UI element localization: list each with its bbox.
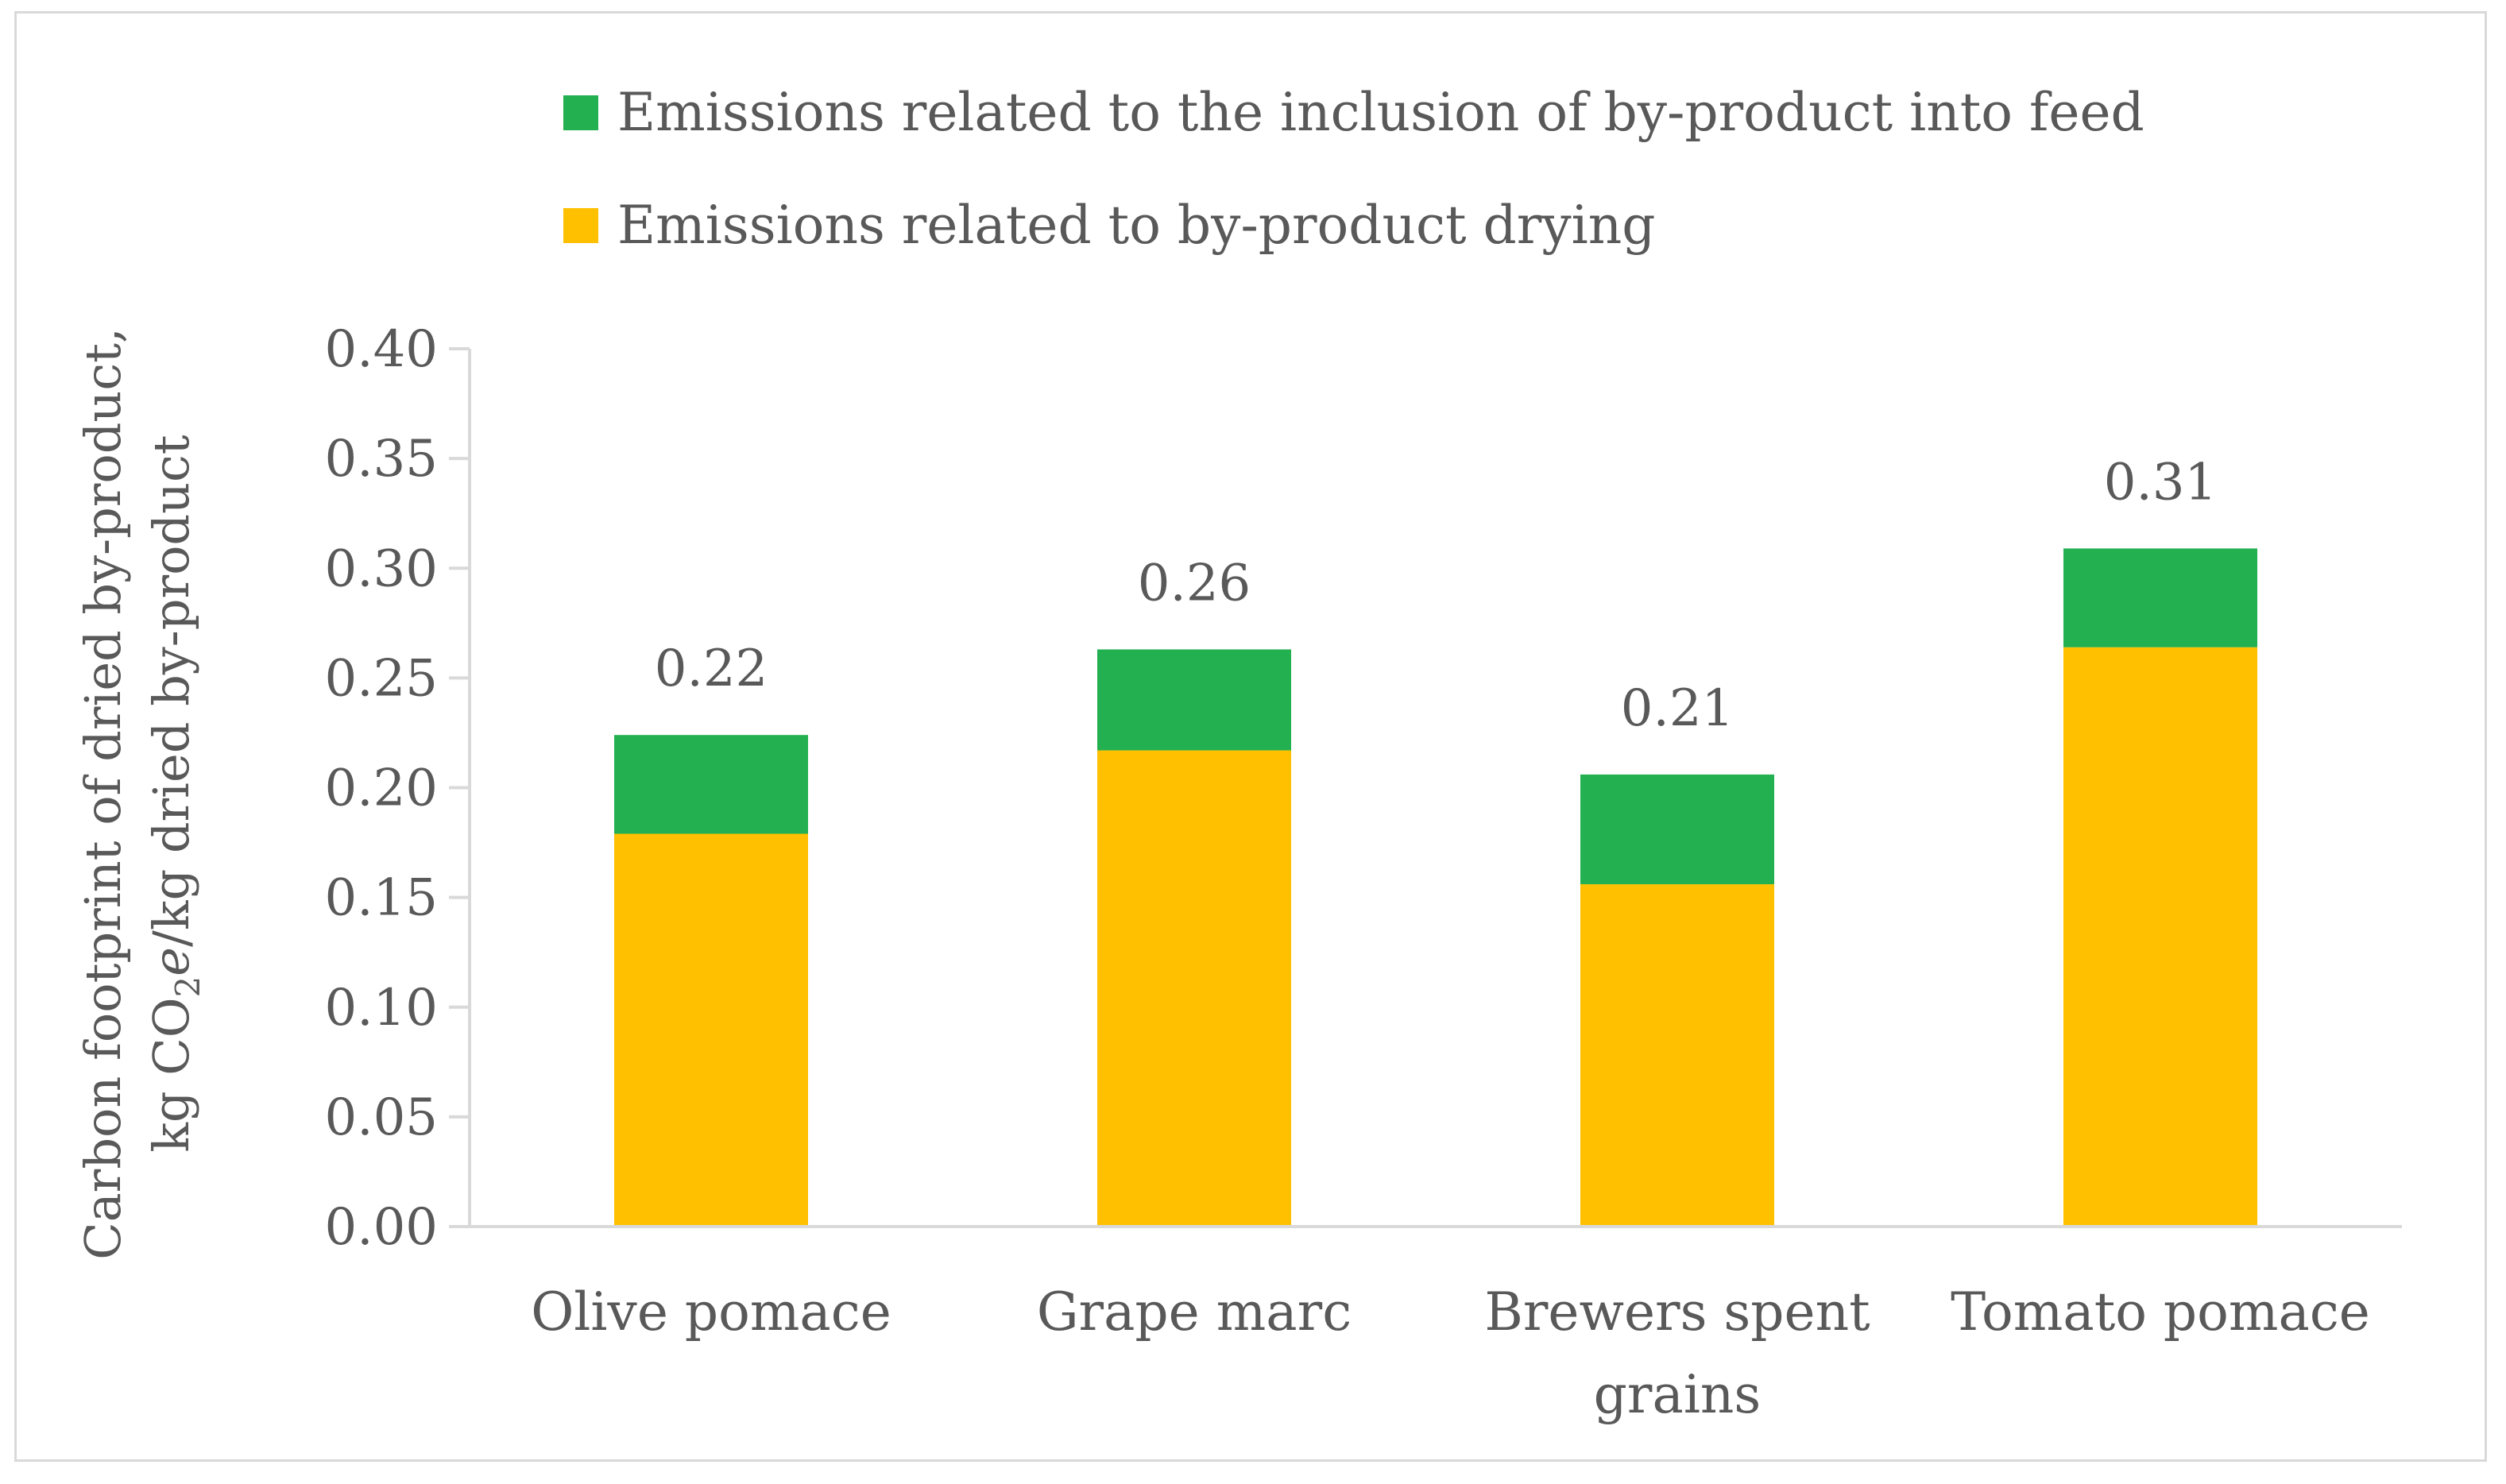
y-tick-label: 0.35: [325, 430, 439, 489]
bar-segment: [1097, 649, 1291, 751]
y-tick-label: 0.40: [325, 320, 439, 379]
bar-segment: [2063, 548, 2257, 647]
x-axis: Olive pomace Grape marc Brewers spent grain…: [449, 1225, 2402, 1425]
y-tick-label: 0.05: [325, 1088, 439, 1147]
y-axis-title-line1: Carbon footprint of dried by-product,: [74, 327, 132, 1259]
bar-segment: [614, 833, 808, 1227]
total-label: 0.21: [1621, 679, 1734, 738]
y-axis-title-line2: kg CO2e/kg dried by-product: [142, 435, 207, 1152]
x-tick-label: Olive pomace: [531, 1281, 891, 1343]
y-tick-label: 0.00: [325, 1198, 439, 1257]
chart-frame: Emissions related to the inclusion of by…: [14, 11, 2487, 1462]
bars: [614, 548, 2257, 1227]
y-tick-label: 0.30: [325, 539, 439, 598]
total-labels: 0.22 0.26 0.21 0.31: [655, 453, 2218, 738]
legend-label: Emissions related to by-product drying: [617, 195, 1655, 256]
legend-label: Emissions related to the inclusion of by…: [617, 82, 2144, 143]
bar-segment: [1580, 884, 1774, 1227]
y-tick-label: 0.20: [325, 759, 439, 818]
bar-segment: [1580, 774, 1774, 885]
x-tick-label: Brewers spent: [1484, 1281, 1870, 1343]
x-tick-label: Tomato pomace: [1951, 1281, 2370, 1343]
x-tick-label: Grape marc: [1037, 1281, 1352, 1343]
total-label: 0.22: [655, 640, 768, 698]
bar-segment: [614, 735, 808, 834]
legend-swatch: [563, 208, 598, 243]
y-tick-label: 0.15: [325, 869, 439, 928]
legend: Emissions related to the inclusion of by…: [563, 82, 2144, 256]
total-label: 0.31: [2104, 453, 2218, 512]
y-tick-label: 0.25: [325, 649, 439, 708]
y-axis: 0.00 0.05 0.10 0.15 0.20 0.25 0.30 0.35 0.40: [325, 320, 471, 1257]
total-label: 0.26: [1138, 554, 1251, 613]
bar-segment: [2063, 647, 2257, 1227]
stacked-bar-chart: Emissions related to the inclusion of by…: [74, 82, 2402, 1425]
y-axis-title: Carbon footprint of dried by-product, kg …: [74, 327, 207, 1259]
legend-swatch: [563, 95, 598, 130]
x-tick-label: grains: [1594, 1364, 1762, 1425]
bar-segment: [1097, 750, 1291, 1227]
y-tick-label: 0.10: [325, 979, 439, 1038]
